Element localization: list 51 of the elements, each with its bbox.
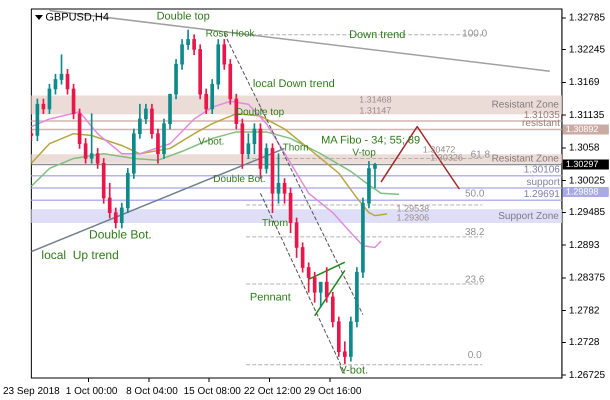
annotation: local Down trend xyxy=(252,78,335,90)
ref-line-label: 1.29691 xyxy=(524,189,560,200)
annotation: Double Bot. xyxy=(89,228,152,242)
y-tick-label: 1.2893 xyxy=(568,240,600,251)
annotation: MA Fibo - 34; 55; 89 xyxy=(321,134,420,146)
y-tick-label: 1.32245 xyxy=(568,44,606,56)
annotation: Down trend xyxy=(349,29,406,42)
annotation: Thorn xyxy=(262,218,288,230)
chart-title: GBPUSD,H4 xyxy=(45,12,109,24)
y-tick-label: 1.28375 xyxy=(568,272,606,284)
annotation: 1.31147 xyxy=(359,105,392,116)
y-tick-label: 1.32785 xyxy=(568,12,606,24)
y-tick-label: 1.2728 xyxy=(568,337,600,348)
x-tick-label: 23 Sep 2018 xyxy=(3,386,60,397)
annotation: 0.0 xyxy=(468,350,482,362)
ref-line-label: 1.30106 xyxy=(524,164,560,176)
annotation: 50.0 xyxy=(464,188,485,200)
x-tick-label: 29 Oct 16:00 xyxy=(304,386,362,397)
annotation: Double Bot. xyxy=(213,174,266,185)
annotation: 61.8 xyxy=(470,149,490,160)
annotation: 1.29538 xyxy=(396,204,430,214)
y-tick-label: 1.2782 xyxy=(568,305,600,316)
y-tick-label: 1.31135 xyxy=(568,110,605,121)
x-tick-label: 8 Oct 04:00 xyxy=(126,386,178,397)
annotation: Ross Hook xyxy=(206,28,256,40)
x-tick-label: 22 Oct 12:00 xyxy=(244,386,302,397)
y-tick-label: 1.30025 xyxy=(568,175,606,186)
y-tick-label: 1.3169 xyxy=(568,77,600,88)
annotation: local Up trend xyxy=(41,248,119,262)
x-tick-label: 15 Oct 08:00 xyxy=(184,386,242,397)
band-label: Resistant Zone xyxy=(492,153,560,164)
annotation: 38.2 xyxy=(464,227,485,238)
band-label: Resistant Zone xyxy=(492,100,560,111)
annotation: 23.6 xyxy=(464,274,485,286)
y-tick-label: 1.29485 xyxy=(568,207,606,218)
text: 1.30297 xyxy=(566,159,598,170)
y-tick-label: 1.3058 xyxy=(568,142,600,154)
ref-line-label: resistant xyxy=(522,118,560,130)
ref-line-label: support xyxy=(526,176,560,188)
y-tick-label: 1.26725 xyxy=(568,370,606,381)
annotation: 100.0 xyxy=(462,28,488,40)
text: 1.30892 xyxy=(566,124,598,134)
text: 1.29898 xyxy=(566,186,598,197)
annotation: V-top xyxy=(352,147,376,158)
annotation: Pennant xyxy=(250,292,291,304)
annotation: 1.29306 xyxy=(396,212,430,223)
band-label: Support Zone xyxy=(498,210,560,222)
annotation: 1.31468 xyxy=(359,94,392,104)
x-tick-label: 1 Oct 00:00 xyxy=(66,386,118,397)
annotation: V-bot. xyxy=(339,364,368,377)
annotation: Double top xyxy=(156,10,210,22)
